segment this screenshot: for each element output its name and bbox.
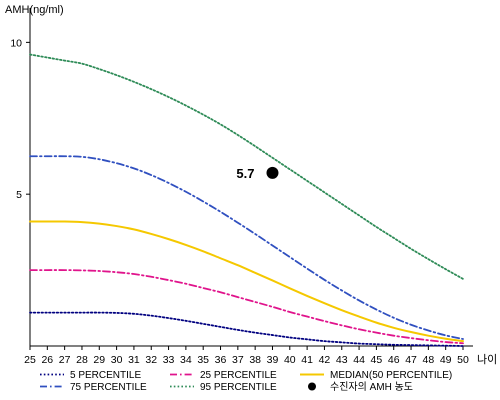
legend: 5 PERCENTILE 25 PERCENTILE MEDIAN(50 PERCE… <box>40 370 452 393</box>
x-tick-label: 38 <box>249 354 261 366</box>
x-tick-label: 34 <box>180 354 192 366</box>
ticks: 5 10 25 26 27 28 29 30 31 32 33 34 35 36 37 38 39 40 41 42 4… <box>10 37 469 366</box>
legend-label-95-percentile: 95 PERCENTILE <box>200 382 277 393</box>
x-tick-label: 45 <box>371 354 383 366</box>
legend-label-5-percentile: 5 PERCENTILE <box>70 370 141 381</box>
x-tick-label: 28 <box>76 354 88 366</box>
legend-label-25-percentile: 25 PERCENTILE <box>200 370 277 381</box>
x-tick-label: 49 <box>440 354 452 366</box>
x-tick-label: 31 <box>128 354 140 366</box>
legend-label-patient-marker: 수진자의 AMH 농도 <box>330 381 413 393</box>
series-line-5-percentile <box>29 311 464 347</box>
x-axis-label: 나이 <box>477 353 497 366</box>
x-tick-label: 39 <box>267 354 279 366</box>
x-tick-label: 47 <box>405 354 417 366</box>
x-tick-label: 30 <box>111 354 123 366</box>
x-tick-label: 44 <box>353 354 365 366</box>
x-tick-label: 46 <box>388 354 400 366</box>
x-tick-label: 42 <box>319 354 331 366</box>
y-tick-label: 5 <box>16 189 22 201</box>
series-line-median-50-percentile <box>29 220 464 343</box>
patient-marker-group: 5.7 <box>236 166 279 181</box>
series-lines <box>29 53 464 347</box>
series-line-25-percentile <box>29 269 464 345</box>
patient-marker-label: 5.7 <box>236 166 254 181</box>
x-tick-label: 27 <box>59 354 71 366</box>
x-tick-label: 35 <box>197 354 209 366</box>
series-line-95-percentile <box>29 53 464 280</box>
legend-swatch-patient-marker <box>308 382 316 391</box>
legend-label-75-percentile: 75 PERCENTILE <box>70 382 147 393</box>
x-tick-label: 41 <box>301 354 313 366</box>
x-tick-label: 43 <box>336 354 348 366</box>
legend-label-median-50-percentile: MEDIAN(50 PERCENTILE) <box>330 370 452 381</box>
x-tick-label: 26 <box>41 354 53 366</box>
x-tick-label: 40 <box>284 354 296 366</box>
x-tick-label: 36 <box>215 354 227 366</box>
x-tick-label: 33 <box>163 354 175 366</box>
x-tick-label: 25 <box>24 354 36 366</box>
series-line-75-percentile <box>29 155 464 340</box>
x-tick-label: 37 <box>232 354 244 366</box>
x-tick-label: 48 <box>423 354 435 366</box>
x-tick-label: 50 <box>457 354 469 366</box>
patient-marker-point <box>266 166 279 179</box>
y-tick-label: 10 <box>10 37 22 49</box>
x-tick-label: 29 <box>93 354 105 366</box>
y-axis-label: AMH(ng/ml) <box>5 4 64 16</box>
x-tick-label: 32 <box>145 354 157 366</box>
axes: AMH(ng/ml) 나이 <box>5 4 497 366</box>
